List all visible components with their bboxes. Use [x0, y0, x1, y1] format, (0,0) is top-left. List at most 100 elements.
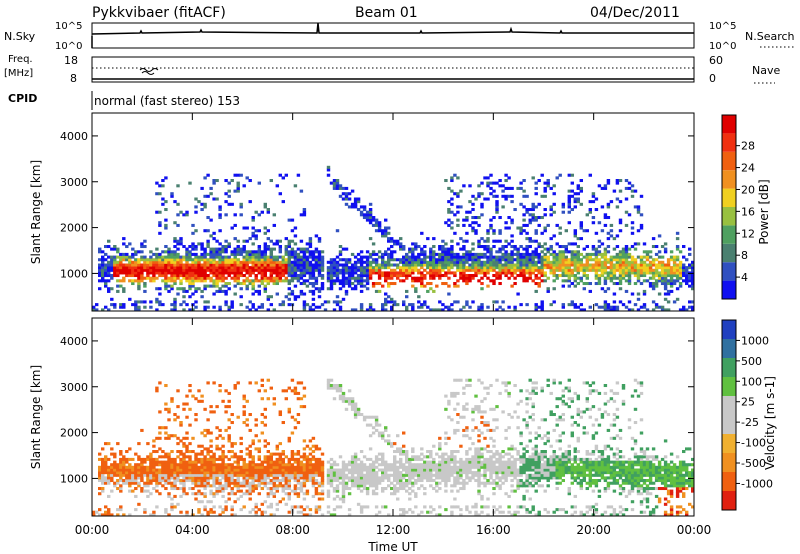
- scatter-cell: [191, 274, 195, 278]
- scatter-cell: [350, 402, 355, 406]
- scatter-cell: [203, 476, 207, 480]
- scatter-cell: [405, 305, 409, 309]
- scatter-cell: [344, 194, 349, 198]
- scatter-cell: [639, 263, 644, 267]
- scatter-cell: [149, 276, 153, 280]
- scatter-cell: [182, 492, 186, 496]
- scatter-cell: [633, 263, 638, 267]
- scatter-cell: [341, 276, 346, 280]
- scatter-cell: [507, 258, 511, 262]
- scatter-cell: [164, 384, 168, 388]
- scatter-cell: [239, 250, 243, 254]
- scatter-cell: [663, 284, 668, 288]
- scatter-cell: [486, 239, 490, 243]
- scatter-cell: [371, 471, 376, 475]
- scatter-cell: [167, 418, 171, 422]
- scatter-cell: [450, 247, 454, 251]
- scatter-cell: [185, 279, 189, 283]
- scatter-cell: [672, 266, 677, 270]
- scatter-cell: [525, 194, 529, 198]
- scatter-cell: [411, 465, 415, 469]
- scatter-cell: [660, 276, 665, 280]
- scatter-cell: [128, 260, 132, 264]
- scatter-cell: [534, 274, 538, 278]
- scatter-cell: [435, 465, 439, 469]
- scatter-cell: [477, 268, 481, 272]
- scatter-cell: [296, 255, 301, 259]
- scatter-cell: [585, 213, 590, 217]
- scatter-cell: [435, 476, 439, 480]
- scatter-cell: [338, 497, 343, 501]
- scatter-cell: [341, 186, 346, 190]
- scatter-cell: [432, 457, 436, 461]
- scatter-cell: [411, 303, 415, 307]
- scatter-cell: [510, 234, 514, 238]
- scatter-cell: [254, 266, 258, 270]
- scatter-cell: [371, 260, 376, 264]
- scatter-cell: [338, 471, 343, 475]
- scatter-cell: [417, 476, 421, 480]
- scatter-cell: [173, 276, 177, 280]
- scatter-cell: [155, 255, 159, 259]
- scatter-cell: [350, 268, 355, 272]
- scatter-cell: [423, 258, 427, 262]
- scatter-cell: [338, 184, 343, 188]
- scatter-cell: [498, 268, 502, 272]
- scatter-cell: [429, 479, 433, 483]
- scatter-cell: [224, 481, 228, 485]
- scatter-cell: [618, 300, 623, 304]
- scatter-cell: [600, 268, 605, 272]
- scatter-cell: [402, 279, 406, 283]
- scatter-cell: [350, 465, 355, 469]
- scatter-cell: [173, 282, 177, 286]
- scatter-cell: [612, 271, 617, 275]
- scatter-cell: [678, 274, 683, 278]
- scatter-cell: [299, 292, 304, 296]
- scatter-cell: [513, 245, 517, 249]
- scatter-cell: [314, 234, 319, 238]
- scatter-cell: [444, 481, 448, 485]
- scatter-cell: [326, 287, 331, 291]
- scatter-cell: [423, 473, 427, 477]
- scatter-cell: [426, 266, 430, 270]
- scatter-cell: [691, 284, 695, 288]
- scatter-cell: [185, 268, 189, 272]
- scatter-cell: [462, 247, 466, 251]
- scatter-cell: [429, 271, 433, 275]
- scatter-cell: [251, 255, 255, 259]
- scatter-cell: [636, 276, 641, 280]
- scatter-cell: [359, 465, 364, 469]
- scatter-cell: [468, 279, 472, 283]
- scatter-cell: [438, 460, 442, 464]
- scatter-cell: [215, 479, 219, 483]
- scatter-cell: [498, 179, 502, 183]
- scatter-cell: [314, 463, 319, 467]
- scatter-cell: [329, 481, 334, 485]
- scatter-cell: [224, 484, 228, 488]
- scatter-cell: [263, 252, 268, 256]
- scatter-cell: [176, 266, 180, 270]
- scatter-cell: [110, 247, 114, 251]
- scatter-cell: [194, 492, 198, 496]
- scatter-cell: [164, 223, 168, 227]
- scatter-cell: [501, 255, 505, 259]
- scatter-cell: [314, 457, 319, 461]
- scatter-cell: [317, 508, 322, 512]
- scatter-cell: [534, 247, 538, 251]
- colorbar-tick-label: 4: [741, 271, 748, 284]
- scatter-cell: [284, 250, 289, 254]
- scatter-cell: [287, 268, 292, 272]
- scatter-cell: [302, 471, 307, 475]
- scatter-cell: [158, 223, 162, 227]
- scatter-cell: [462, 255, 466, 259]
- scatter-cell: [122, 252, 126, 256]
- scatter-cell: [242, 476, 246, 480]
- scatter-cell: [218, 513, 222, 517]
- scatter-cell: [423, 274, 427, 278]
- scatter-cell: [429, 282, 433, 286]
- scatter-cell: [149, 455, 153, 459]
- scatter-cell: [215, 492, 219, 496]
- scatter-cell: [299, 397, 304, 401]
- scatter-cell: [630, 271, 635, 275]
- scatter-cell: [480, 308, 484, 312]
